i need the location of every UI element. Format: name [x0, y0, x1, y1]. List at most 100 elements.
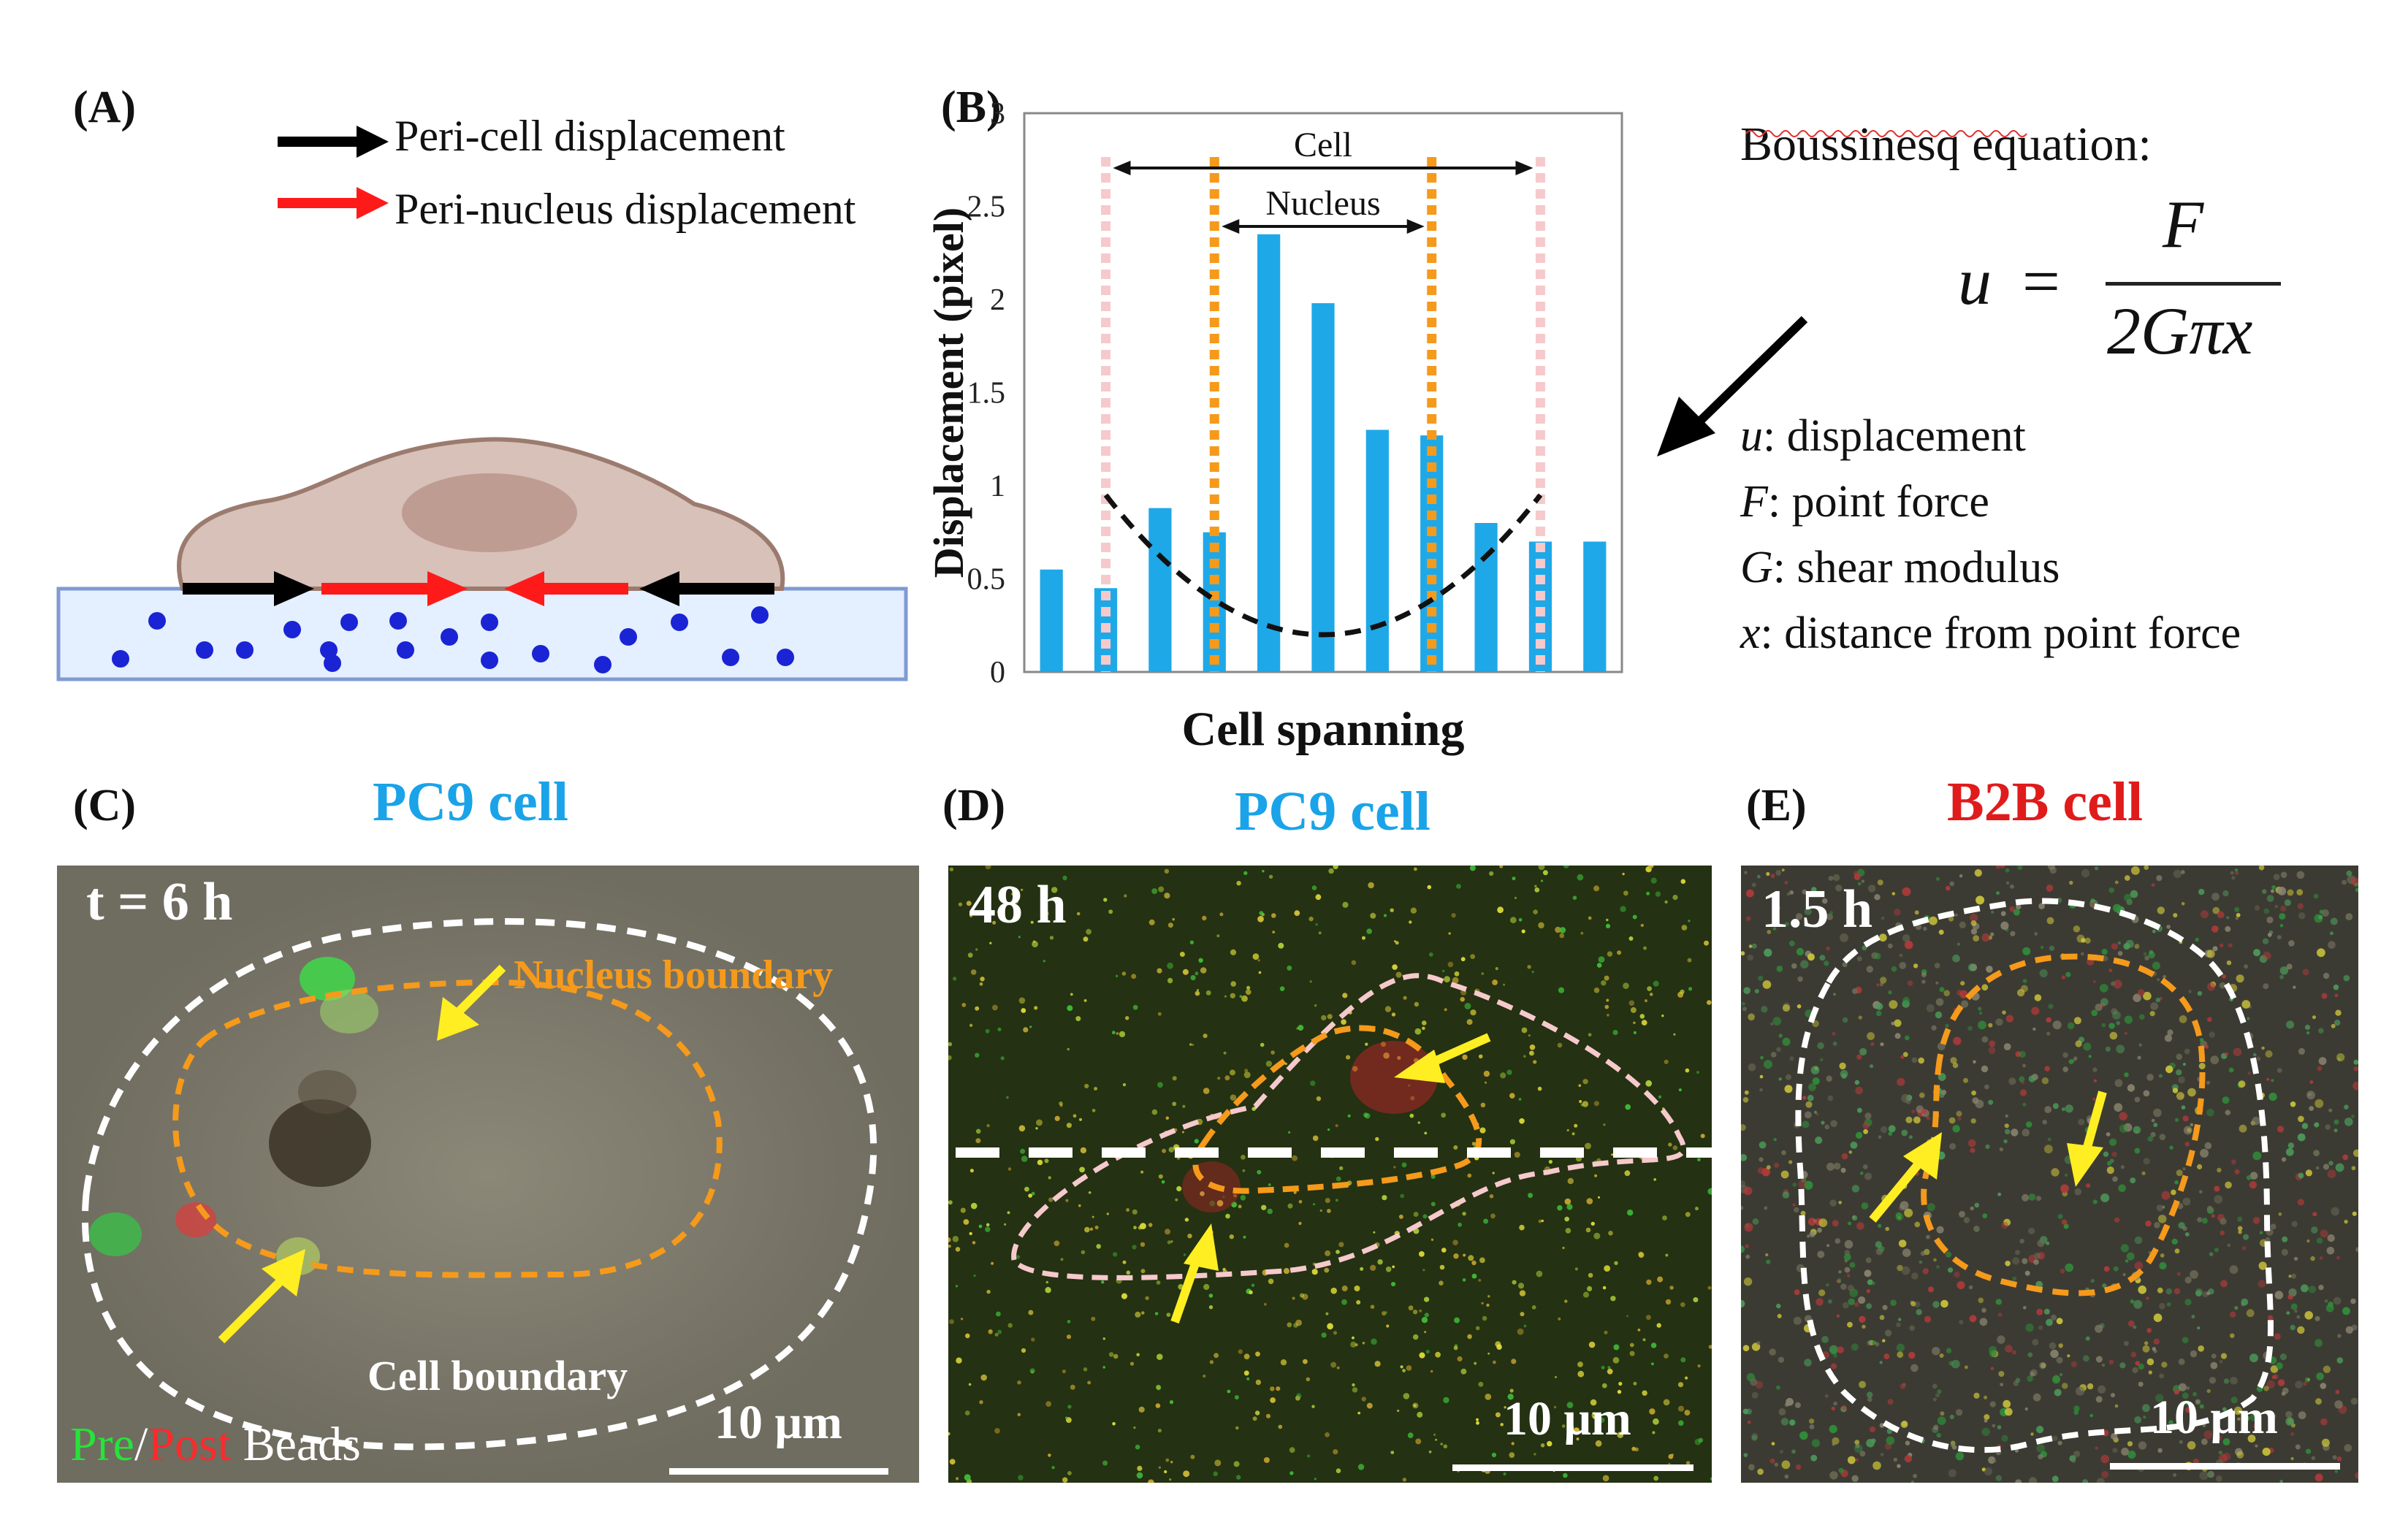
bead-dot	[1852, 1215, 1856, 1219]
bead-dot	[1747, 954, 1753, 961]
bead-dot	[1140, 1242, 1146, 1247]
bead-dot	[2190, 1270, 2198, 1279]
bead-dot	[2244, 964, 2249, 969]
bead-dot	[1338, 1242, 1344, 1248]
bead-dot	[2253, 1424, 2259, 1429]
bead-dot	[1791, 1449, 1796, 1454]
bead-dot	[1341, 1286, 1348, 1291]
bead-dot	[1296, 1393, 1302, 1399]
bead-dot	[2313, 1150, 2320, 1157]
bead-dot	[2052, 1020, 2062, 1030]
bead-dot	[1959, 1320, 1964, 1325]
bead-dot	[2009, 884, 2014, 889]
bead-dot	[2212, 906, 2220, 914]
bead-dot	[2149, 1011, 2155, 1017]
bead-dot	[1216, 934, 1220, 938]
bead-dot	[1167, 922, 1173, 928]
bead-dot	[1751, 1391, 1759, 1399]
bead-dot	[1231, 1202, 1238, 1208]
bead-dot	[2237, 1417, 2241, 1421]
bead-dot	[1252, 1416, 1257, 1421]
bead-dot	[2210, 1055, 2219, 1064]
bead-dot	[1879, 1423, 1885, 1428]
bead-dot	[2225, 1181, 2232, 1189]
bead-dot	[1312, 1135, 1319, 1142]
bead-dot	[1950, 1057, 1957, 1064]
bead-dot	[2258, 1280, 2266, 1288]
bead-dot	[1577, 874, 1584, 881]
bead-dot	[1115, 974, 1119, 977]
bead-dot	[1743, 1277, 1753, 1286]
bead-dot	[1769, 1458, 1775, 1464]
bead-dot	[1992, 1424, 1996, 1428]
bead-dot	[2243, 1234, 2249, 1240]
bead-dot	[1230, 1069, 1235, 1076]
nucleus	[402, 473, 577, 552]
bead-dot	[1611, 1153, 1614, 1156]
bead-dot	[2062, 1219, 2068, 1225]
bead-dot	[1840, 933, 1848, 942]
bead-dot	[2122, 1273, 2126, 1277]
bead-dot	[1897, 1464, 1901, 1468]
bead-dot	[1287, 965, 1292, 971]
bead-dot	[2092, 1097, 2096, 1101]
bead-dot	[1886, 1428, 1892, 1435]
bead-dot	[1460, 997, 1465, 1002]
bead-dot	[979, 982, 983, 986]
bead-dot	[2332, 1455, 2337, 1460]
bead-dot	[1195, 971, 1199, 976]
bead-dot	[1409, 920, 1412, 924]
bead-dot	[1062, 875, 1067, 881]
bead-dot	[2106, 1166, 2114, 1174]
bead-dot	[1225, 1213, 1230, 1219]
bead-dot	[1203, 1034, 1208, 1039]
bead-dot	[1272, 931, 1276, 933]
bead-dot	[1797, 976, 1803, 982]
bead-dot	[975, 1128, 981, 1134]
bead-dot	[2047, 866, 2056, 870]
bead-dot	[2012, 1350, 2016, 1355]
bead-dot	[2144, 866, 2149, 870]
bead-dot	[1669, 1286, 1674, 1290]
bead-dot	[1757, 1167, 1764, 1174]
bead-dot	[2235, 871, 2239, 875]
bead-dot	[1932, 1301, 1940, 1308]
bead-dot	[1585, 1142, 1591, 1150]
bead-dot	[2316, 1372, 2324, 1380]
bead-dot	[1246, 1377, 1250, 1380]
bead-dot	[1829, 1471, 1838, 1480]
bead-dot	[1782, 1037, 1791, 1046]
bead-dot	[1054, 1240, 1060, 1247]
bead-dot	[1165, 1116, 1170, 1120]
bead-dot	[2191, 1315, 2195, 1319]
bead-dot	[1785, 922, 1789, 926]
beads-slash: /	[134, 1418, 148, 1471]
legend-arrows	[278, 126, 389, 219]
bead-dot	[2137, 989, 2145, 996]
bead-dot	[1424, 1131, 1428, 1135]
bead-dot	[2005, 1114, 2008, 1118]
bead-dot	[1794, 1289, 1800, 1295]
bead-dot	[1744, 1090, 1749, 1095]
bead-dot	[1373, 1231, 1376, 1234]
bead-dot	[2016, 904, 2022, 910]
bead-dot	[1503, 983, 1506, 986]
bead-dot	[1324, 1267, 1330, 1273]
bead-dot	[991, 1261, 994, 1265]
bead-dot	[1766, 871, 1770, 876]
bead-dot	[1981, 933, 1990, 942]
boussinesq-equation: u = F 2Gπx	[1943, 183, 2287, 373]
bead-dot	[2174, 1248, 2180, 1254]
var-f: F: point force	[1740, 477, 1989, 527]
bead-dot	[1192, 1044, 1195, 1046]
bead-dot	[1042, 910, 1049, 917]
bead-dot	[2008, 1077, 2016, 1085]
bead-dot	[2124, 1072, 2129, 1077]
bead-dot	[1741, 1299, 1745, 1308]
bead-dot	[1491, 1452, 1497, 1458]
bead-dot	[2325, 1124, 2331, 1130]
bead-dot	[2185, 1407, 2192, 1413]
bead-dot	[1255, 1379, 1262, 1386]
bead-dot	[2119, 1112, 2127, 1121]
bead-dot	[2176, 1169, 2183, 1177]
